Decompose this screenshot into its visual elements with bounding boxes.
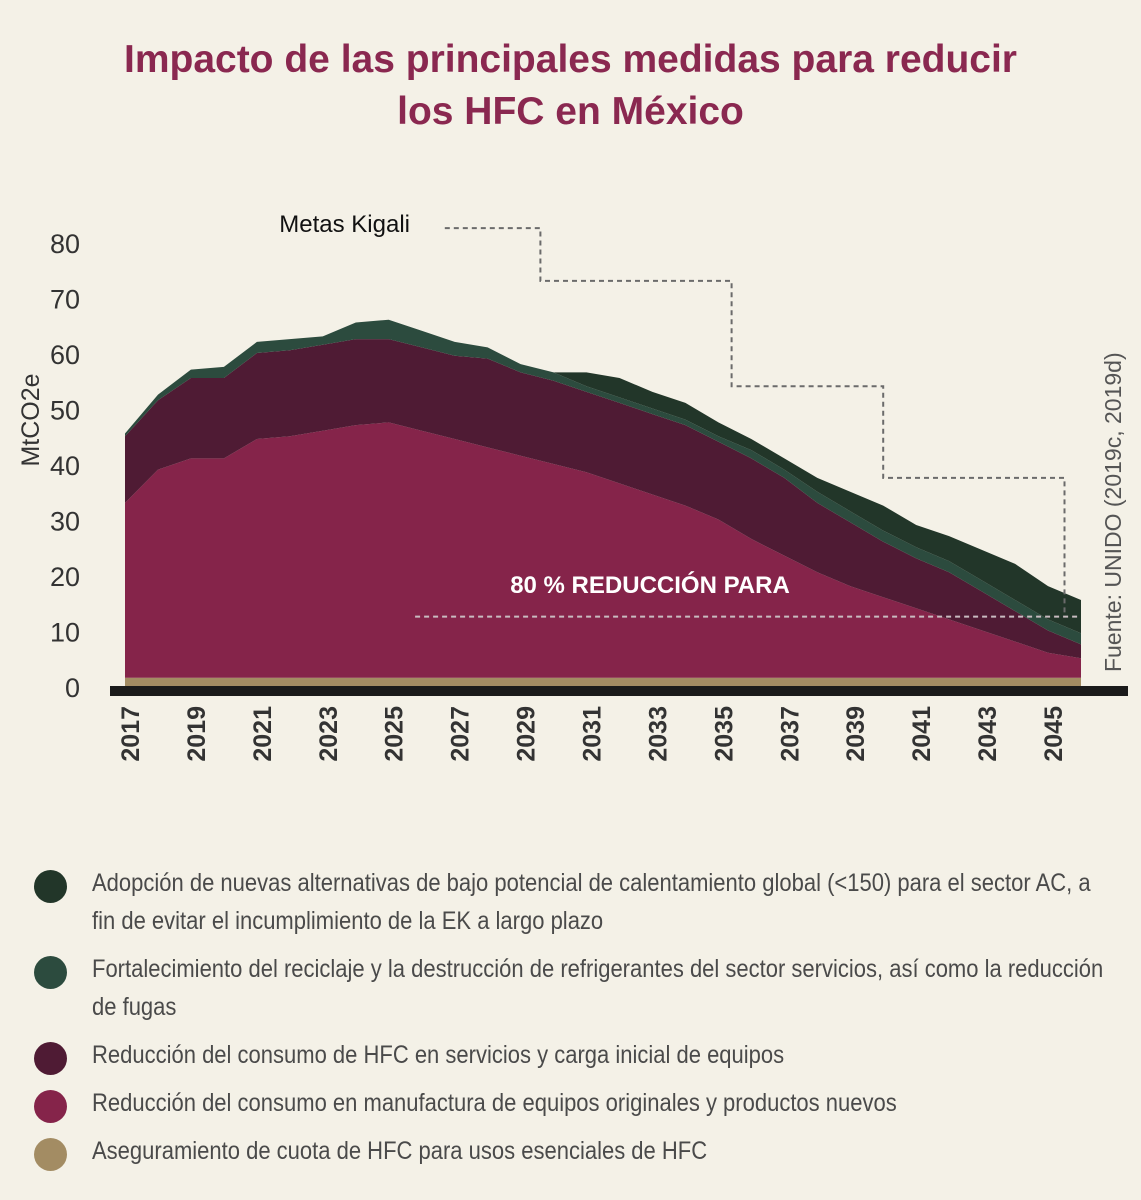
y-axis: 0 10 20 30 40 50 60 70 80 MtCO2e: [17, 229, 80, 703]
chart-title: Impacto de las principales medidas para …: [0, 34, 1141, 138]
y-tick-label: 20: [50, 562, 80, 592]
series-area-5: [125, 319, 1081, 634]
x-axis-line: [110, 686, 1128, 696]
y-tick-label: 30: [50, 507, 80, 537]
x-tick-label: 2023: [315, 706, 343, 762]
x-tick-label: 2039: [842, 706, 870, 762]
y-axis-label: MtCO2e: [17, 373, 45, 466]
x-tick-label: 2027: [447, 706, 475, 762]
x-tick-label: 2035: [710, 706, 738, 762]
legend-label: Reducción del consumo en manufactura de …: [92, 1089, 897, 1117]
x-tick-label: 2021: [249, 706, 277, 762]
legend-item: Reducción del consumo de HFC en servicio…: [34, 1036, 1124, 1075]
legend-label: Aseguramiento de cuota de HFC para usos …: [92, 1137, 708, 1165]
legend-item: Aseguramiento de cuota de HFC para usos …: [34, 1132, 1124, 1171]
x-tick-label: 2029: [513, 706, 541, 762]
x-axis: 2017 2019 2021 2023 2025 2027 2029 2031 2033 2035…: [117, 706, 1068, 762]
legend-swatch: [34, 1138, 67, 1171]
y-tick-label: 50: [50, 396, 80, 426]
kigali-targets-label: Metas Kigali: [279, 211, 410, 238]
legend-label: Reducción del consumo de HFC en servicio…: [92, 1041, 785, 1069]
y-tick-label: 60: [50, 340, 80, 370]
chart-title-line-2: los HFC en México: [397, 90, 744, 133]
series-area-2: [125, 422, 1081, 678]
chart-title-line-1: Impacto de las principales medidas para …: [123, 38, 1017, 81]
x-tick-label: 2043: [974, 706, 1002, 762]
y-tick-label: 0: [65, 673, 80, 703]
series-area-1: [125, 677, 1081, 686]
legend-swatch: [34, 1090, 67, 1123]
legend-swatch: [34, 956, 67, 989]
x-tick-label: 2031: [579, 706, 607, 762]
legend-item: Adopción de nuevas alternativas de bajo …: [34, 864, 1124, 940]
legend-swatch: [34, 1042, 67, 1075]
legend-item: Reducción del consumo en manufactura de …: [34, 1084, 1124, 1123]
series-areas: [125, 319, 1081, 686]
legend-swatch: [34, 870, 67, 903]
reduction-target-label: 80 % REDUCCIÓN PARA: [510, 571, 790, 599]
kigali-targets-line: [444, 227, 1066, 617]
legend: Adopción de nuevas alternativas de bajo …: [34, 864, 1124, 1180]
x-tick-label: 2025: [381, 706, 409, 762]
annotations: Metas Kigali 80 % REDUCCIÓN PARA Fuente: U…: [279, 211, 1126, 672]
area-chart: 0 10 20 30 40 50 60 70 80 MtCO2e 2017 2019 2021 2023…: [17, 211, 1128, 762]
source-note: Fuente: UNIDO (2019c, 2019d): [1100, 352, 1126, 672]
y-tick-label: 10: [50, 618, 80, 648]
x-tick-label: 2037: [776, 706, 804, 762]
x-axis-baseline: [110, 686, 1128, 696]
y-tick-label: 70: [50, 285, 80, 315]
x-tick-label: 2019: [183, 706, 211, 762]
legend-item: Fortalecimiento del reciclaje y la destr…: [34, 950, 1124, 1026]
legend-label: Fortalecimiento del reciclaje y la destr…: [92, 955, 1104, 1021]
x-tick-label: 2017: [117, 706, 145, 762]
y-tick-label: 80: [50, 229, 80, 259]
x-tick-label: 2041: [908, 706, 936, 762]
legend-label: Adopción de nuevas alternativas de bajo …: [92, 869, 1091, 935]
x-tick-label: 2045: [1040, 706, 1068, 762]
series-area-3: [125, 339, 1081, 659]
x-tick-label: 2033: [644, 706, 672, 762]
y-tick-label: 40: [50, 451, 80, 481]
